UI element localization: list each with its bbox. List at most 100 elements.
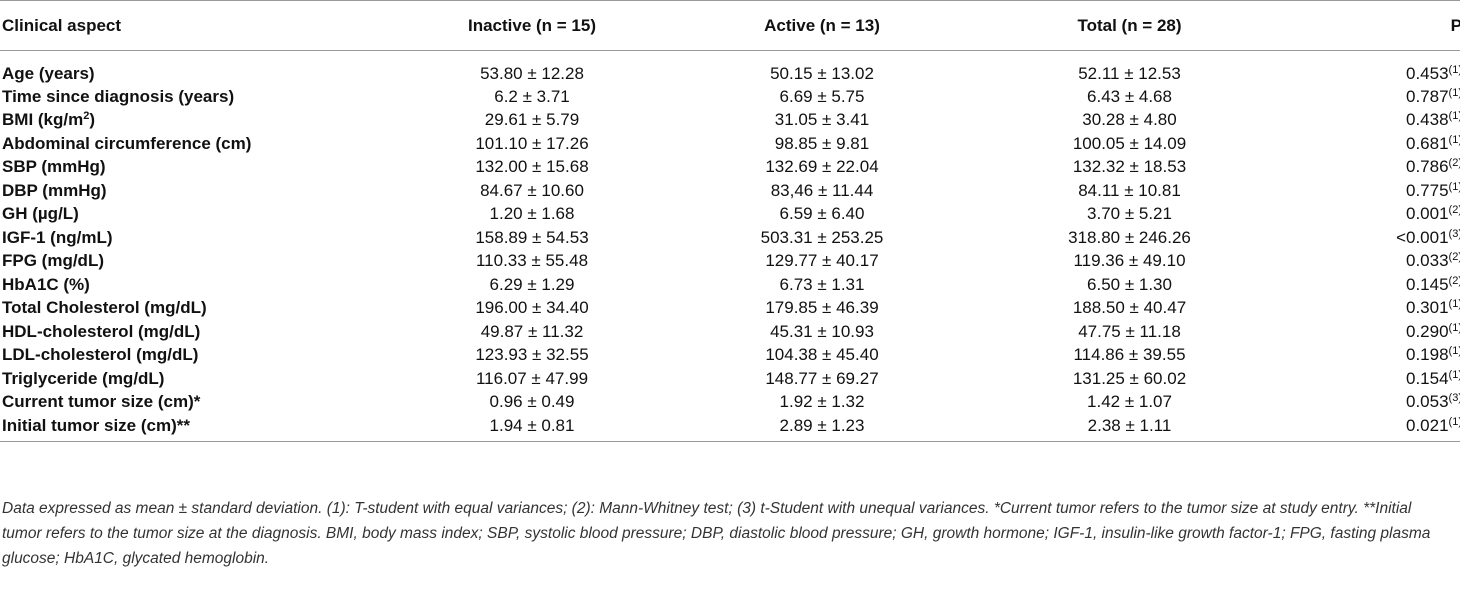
cell-active: 129.77 ± 40.17 xyxy=(765,251,879,271)
header-row: Clinical aspect Inactive (n = 15) Active… xyxy=(0,0,1460,51)
p-test-note: (1) xyxy=(1448,345,1460,358)
table-row: Abdominal circumference (cm) 101.10 ± 17.… xyxy=(0,132,1460,156)
aspect-label: BMI (kg/m xyxy=(2,110,84,130)
p-value: 0.021 xyxy=(1406,415,1449,435)
aspect-label: Triglyceride (mg/dL) xyxy=(2,368,165,388)
cell-p: <0.001(3) xyxy=(1257,226,1460,250)
p-value: 0.775 xyxy=(1406,180,1449,200)
p-test-note: (1) xyxy=(1448,368,1460,381)
p-value: 0.438 xyxy=(1406,110,1449,130)
cell-clinical-aspect: BMI (kg/m2) xyxy=(0,109,422,133)
cell-active: 503.31 ± 253.25 xyxy=(760,227,884,247)
aspect-label: LDL-cholesterol (mg/dL) xyxy=(2,345,199,365)
cell-clinical-aspect: Time since diagnosis (years) xyxy=(0,85,422,109)
table-row: Initial tumor size (cm)** 1.94 ± 0.81 2.89… xyxy=(0,414,1460,442)
aspect-label: HDL-cholesterol (mg/dL) xyxy=(2,321,201,341)
p-test-note: (3) xyxy=(1448,392,1460,405)
p-value: 0.681 xyxy=(1406,133,1449,153)
cell-total: 131.25 ± 60.02 xyxy=(1072,368,1187,388)
aspect-superscript: 2 xyxy=(83,110,90,123)
cell-p: 0.021(1) xyxy=(1257,414,1460,442)
cell-p: 0.290(1) xyxy=(1257,320,1460,344)
p-value: 0.786 xyxy=(1406,157,1449,177)
cell-total: 119.36 ± 49.10 xyxy=(1073,251,1186,271)
cell-inactive: 1.20 ± 1.68 xyxy=(489,204,575,224)
p-test-note: (2) xyxy=(1448,204,1460,217)
p-test-note: (1) xyxy=(1448,110,1460,123)
cell-clinical-aspect: Current tumor size (cm)* xyxy=(0,391,422,415)
p-value: <0.001 xyxy=(1396,227,1449,247)
p-value: 0.453 xyxy=(1406,63,1449,83)
table-row: SBP (mmHg) 132.00 ± 15.68 132.69 ± 22.04 13… xyxy=(0,156,1460,180)
cell-p: 0.681(1) xyxy=(1257,132,1460,156)
cell-inactive: 196.00 ± 34.40 xyxy=(475,298,589,318)
cell-total: 30.28 ± 4.80 xyxy=(1082,110,1177,130)
table-row: HDL-cholesterol (mg/dL) 49.87 ± 11.32 45.3… xyxy=(0,320,1460,344)
cell-inactive: 6.2 ± 3.71 xyxy=(494,86,570,106)
table-row: BMI (kg/m2) 29.61 ± 5.79 31.05 ± 3.41 30.28… xyxy=(0,109,1460,133)
cell-active: 1.92 ± 1.32 xyxy=(779,392,865,412)
cell-active: 6.69 ± 5.75 xyxy=(779,86,865,106)
cell-clinical-aspect: HDL-cholesterol (mg/dL) xyxy=(0,320,422,344)
header-clinical-aspect: Clinical aspect xyxy=(0,0,422,51)
header-inactive: Inactive (n = 15) xyxy=(422,0,642,51)
p-test-note: (2) xyxy=(1448,251,1460,264)
table-body: Age (years) 53.80 ± 12.28 50.15 ± 13.02 52.… xyxy=(0,51,1460,442)
p-value: 0.290 xyxy=(1406,321,1449,341)
aspect-label: GH (µg/L) xyxy=(2,204,79,224)
aspect-label: Abdominal circumference (cm) xyxy=(2,133,252,153)
cell-total: 1.42 ± 1.07 xyxy=(1087,392,1172,412)
p-value: 0.001 xyxy=(1406,204,1449,224)
cell-active: 6.73 ± 1.31 xyxy=(779,274,865,294)
cell-total: 52.11 ± 12.53 xyxy=(1078,63,1181,83)
cell-clinical-aspect: DBP (mmHg) xyxy=(0,179,422,203)
p-test-note: (1) xyxy=(1448,63,1460,76)
cell-total: 47.75 ± 11.18 xyxy=(1078,321,1181,341)
cell-active: 50.15 ± 13.02 xyxy=(770,63,874,83)
table-row: Time since diagnosis (years) 6.2 ± 3.71 6.… xyxy=(0,85,1460,109)
aspect-suffix: ) xyxy=(89,110,96,130)
cell-total: 6.50 ± 1.30 xyxy=(1087,274,1172,294)
aspect-label: FPG (mg/dL) xyxy=(2,251,104,271)
cell-p: 0.198(1) xyxy=(1257,344,1460,368)
cell-active: 45.31 ± 10.93 xyxy=(770,321,874,341)
cell-p: 0.438(1) xyxy=(1257,109,1460,133)
p-test-note: (1) xyxy=(1448,86,1460,99)
cell-active: 179.85 ± 46.39 xyxy=(765,298,879,318)
cell-active: 148.77 ± 69.27 xyxy=(765,368,879,388)
cell-clinical-aspect: LDL-cholesterol (mg/dL) xyxy=(0,344,422,368)
cell-total: 3.70 ± 5.21 xyxy=(1087,204,1172,224)
cell-active: 31.05 ± 3.41 xyxy=(774,110,870,130)
cell-total: 84.11 ± 10.81 xyxy=(1078,180,1181,200)
cell-total: 6.43 ± 4.68 xyxy=(1087,86,1172,106)
cell-p: 0.145(2) xyxy=(1257,273,1460,297)
p-test-note: (1) xyxy=(1448,180,1460,193)
p-test-note: (2) xyxy=(1448,157,1460,170)
table-row: LDL-cholesterol (mg/dL) 123.93 ± 32.55 104… xyxy=(0,344,1460,368)
cell-active: 83,46 ± 11.44 xyxy=(770,180,874,200)
table-row: Age (years) 53.80 ± 12.28 50.15 ± 13.02 52.… xyxy=(0,51,1460,86)
cell-inactive: 0.96 ± 0.49 xyxy=(489,392,575,412)
cell-active: 132.69 ± 22.04 xyxy=(765,157,879,177)
cell-total: 188.50 ± 40.47 xyxy=(1072,298,1187,318)
p-value: 0.053 xyxy=(1406,392,1449,412)
aspect-label: Initial tumor size (cm)** xyxy=(2,415,190,435)
p-test-note: (1) xyxy=(1448,321,1460,334)
cell-active: 98.85 ± 9.81 xyxy=(774,133,870,153)
cell-inactive: 29.61 ± 5.79 xyxy=(484,110,580,130)
p-value: 0.301 xyxy=(1406,298,1449,318)
cell-p: 0.154(1) xyxy=(1257,367,1460,391)
p-value: 0.154 xyxy=(1406,368,1449,388)
cell-inactive: 101.10 ± 17.26 xyxy=(475,133,589,153)
cell-total: 132.32 ± 18.53 xyxy=(1072,157,1187,177)
aspect-label: DBP (mmHg) xyxy=(2,180,107,200)
p-test-note: (1) xyxy=(1448,298,1460,311)
table-row: IGF-1 (ng/mL) 158.89 ± 54.53 503.31 ± 253.… xyxy=(0,226,1460,250)
aspect-label: Total Cholesterol (mg/dL) xyxy=(2,298,207,318)
table-row: DBP (mmHg) 84.67 ± 10.60 83,46 ± 11.44 84.1… xyxy=(0,179,1460,203)
cell-clinical-aspect: HbA1C (%) xyxy=(0,273,422,297)
cell-clinical-aspect: Age (years) xyxy=(0,51,422,86)
cell-p: 0.787(1) xyxy=(1257,85,1460,109)
cell-inactive: 84.67 ± 10.60 xyxy=(480,180,584,200)
